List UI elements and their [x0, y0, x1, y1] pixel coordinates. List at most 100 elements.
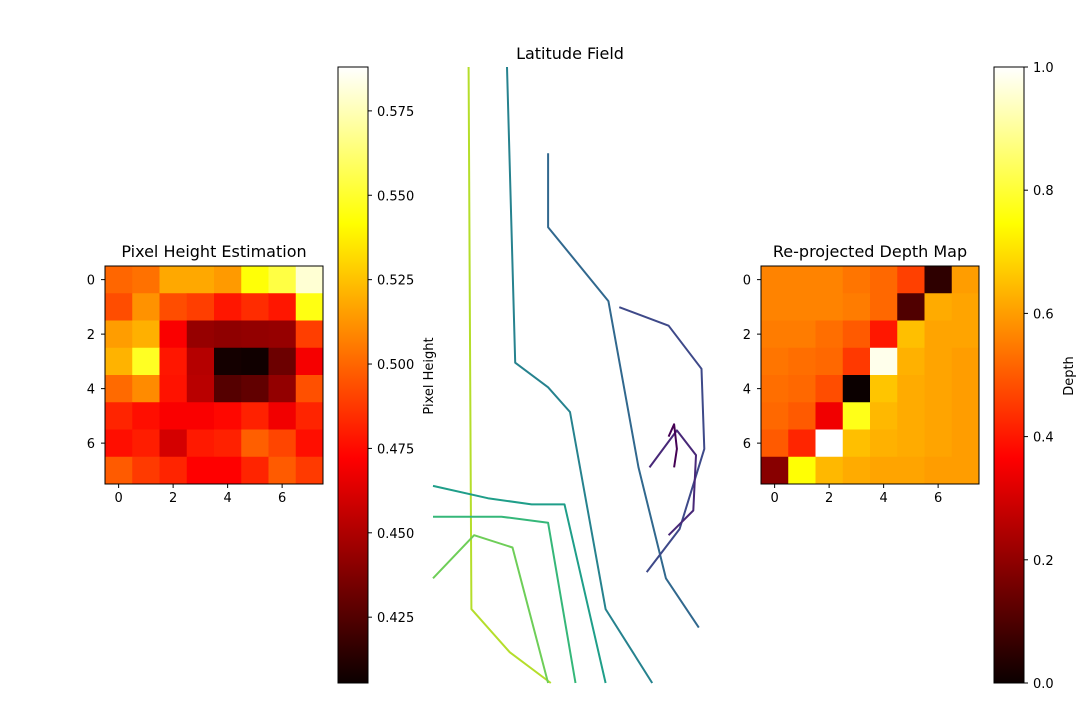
- heatmap-cell: [105, 320, 133, 349]
- heatmap-cell: [788, 429, 816, 458]
- heatmap-cell: [842, 429, 871, 458]
- heatmap-cell: [214, 375, 242, 403]
- y-tick-label: 2: [743, 328, 751, 343]
- heatmap-cell: [897, 402, 925, 430]
- y-tick-label: 4: [87, 383, 95, 398]
- heatmap-cell: [214, 320, 242, 349]
- contour-line: [432, 484, 607, 684]
- heatmap-cell: [241, 266, 269, 294]
- heatmap-cell: [924, 266, 953, 294]
- heatmap-cell: [268, 456, 297, 485]
- heatmap-cell: [897, 266, 925, 294]
- x-tick-label: 4: [223, 491, 231, 506]
- pixel-height-colorbar-ticks: 0.425 0.450 0.475 0.500 0.525 0.550 0.575: [368, 105, 414, 626]
- heatmap-cell: [241, 320, 269, 349]
- colorbar-tick-label: 1.0: [1033, 61, 1054, 76]
- heatmap-cell: [268, 402, 297, 430]
- heatmap-cell: [924, 402, 953, 430]
- heatmap-cell: [870, 293, 898, 321]
- pixel-height-x-ticks: 0 2 4 6: [114, 484, 286, 506]
- latitude-field-contours: [432, 66, 706, 684]
- heatmap-cell: [761, 375, 789, 403]
- heatmap-cell: [186, 320, 215, 349]
- heatmap-cell: [241, 375, 269, 403]
- contour-line: [432, 534, 550, 684]
- heatmap-cell: [951, 347, 980, 376]
- heatmap-cell: [788, 402, 816, 430]
- heatmap-cell: [241, 456, 269, 485]
- y-tick-label: 0: [743, 274, 751, 289]
- heatmap-cell: [842, 456, 871, 485]
- heatmap-cell: [186, 402, 215, 430]
- heatmap-cell: [159, 375, 188, 403]
- colorbar-tick-label: 0.2: [1033, 554, 1054, 569]
- depth-colorbar-label: Depth: [1062, 356, 1077, 396]
- heatmap-cell: [241, 347, 269, 376]
- heatmap-cell: [951, 375, 980, 403]
- heatmap-cell: [159, 293, 188, 321]
- colorbar-tick-label: 0.6: [1033, 307, 1054, 322]
- depth-colorbar-ticks: 0.0 0.2 0.4 0.6 0.8 1.0: [1024, 61, 1054, 692]
- heatmap-cell: [897, 429, 925, 458]
- heatmap-cell: [105, 375, 133, 403]
- heatmap-cell: [268, 347, 297, 376]
- x-tick-label: 6: [278, 491, 286, 506]
- heatmap-cell: [761, 347, 789, 376]
- latitude-field-panel: Latitude Field Pixel Height: [422, 44, 706, 684]
- x-tick-label: 0: [770, 491, 778, 506]
- heatmap-cell: [842, 375, 871, 403]
- heatmap-cell: [897, 293, 925, 321]
- x-tick-label: 4: [879, 491, 887, 506]
- heatmap-cell: [924, 293, 953, 321]
- heatmap-cell: [132, 456, 160, 485]
- heatmap-cell: [132, 347, 160, 376]
- heatmap-cell: [132, 293, 160, 321]
- heatmap-cell: [132, 375, 160, 403]
- heatmap-cell: [105, 266, 133, 294]
- heatmap-cell: [241, 293, 269, 321]
- heatmap-cell: [132, 320, 160, 349]
- pixel-height-colorbar-gradient: [337, 66, 369, 684]
- depth-map-heatmap: [761, 266, 980, 485]
- heatmap-cell: [924, 429, 953, 458]
- heatmap-cell: [788, 456, 816, 485]
- heatmap-cell: [788, 320, 816, 349]
- heatmap-cell: [842, 293, 871, 321]
- heatmap-cell: [897, 347, 925, 376]
- colorbar-tick-label: 0.4: [1033, 431, 1054, 446]
- colorbar-tick-label: 0.425: [377, 611, 414, 626]
- colorbar-tick-label: 0.575: [377, 105, 414, 120]
- depth-map-frame: [760, 265, 980, 485]
- contour-line: [547, 153, 700, 629]
- heatmap-cell: [132, 429, 160, 458]
- heatmap-cell: [105, 347, 133, 376]
- heatmap-cell: [951, 402, 980, 430]
- heatmap-cell: [842, 347, 871, 376]
- heatmap-cell: [295, 375, 324, 403]
- y-tick-label: 2: [87, 328, 95, 343]
- heatmap-cell: [815, 456, 844, 485]
- heatmap-cell: [761, 266, 789, 294]
- x-tick-label: 2: [169, 491, 177, 506]
- heatmap-cell: [870, 320, 898, 349]
- heatmap-cell: [186, 347, 215, 376]
- heatmap-cell: [842, 402, 871, 430]
- heatmap-cell: [788, 266, 816, 294]
- heatmap-cell: [951, 293, 980, 321]
- heatmap-cell: [105, 293, 133, 321]
- heatmap-cell: [761, 320, 789, 349]
- contour-line: [506, 66, 654, 684]
- heatmap-cell: [815, 320, 844, 349]
- heatmap-cell: [788, 375, 816, 403]
- heatmap-cell: [870, 456, 898, 485]
- heatmap-cell: [924, 347, 953, 376]
- contour-line: [667, 423, 678, 468]
- heatmap-cell: [105, 402, 133, 430]
- pixel-height-heatmap: [105, 266, 324, 485]
- heatmap-cell: [186, 456, 215, 485]
- heatmap-cell: [870, 429, 898, 458]
- heatmap-cell: [951, 266, 980, 294]
- heatmap-cell: [842, 320, 871, 349]
- depth-map-panel: Re-projected Depth Map 0 2 4 6 0 2 4 6: [743, 242, 980, 506]
- heatmap-cell: [761, 402, 789, 430]
